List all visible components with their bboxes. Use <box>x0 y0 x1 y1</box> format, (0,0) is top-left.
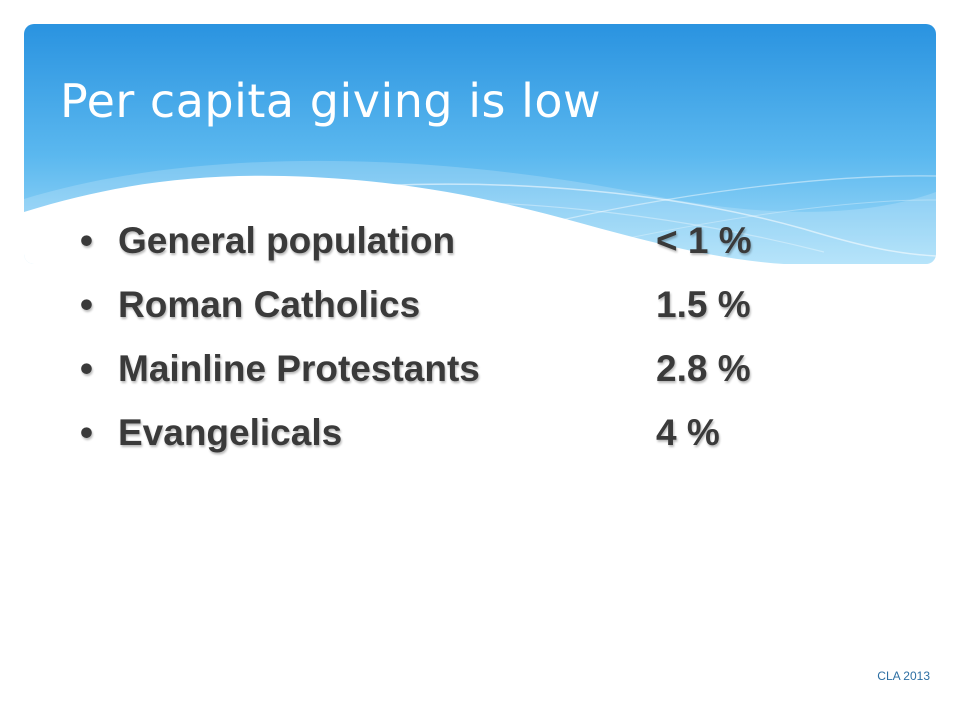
page-title: Per capita giving is low <box>60 74 602 128</box>
item-value: 1.5 % <box>656 284 751 325</box>
item-value: 4 % <box>656 412 720 453</box>
header-wave-graphic <box>24 24 936 264</box>
item-value: < 1 % <box>656 220 752 261</box>
list-item: • Evangelicals 4 % <box>80 406 840 470</box>
header-band <box>24 24 936 264</box>
item-label: General population <box>118 220 456 261</box>
bullet-icon: • <box>80 284 93 325</box>
item-label: Evangelicals <box>118 412 343 453</box>
list-item: • Roman Catholics 1.5 % <box>80 278 840 342</box>
list-item: • General population < 1 % <box>80 214 840 278</box>
bullet-icon: • <box>80 348 93 389</box>
bullet-list: • General population < 1 % • Roman Catho… <box>80 214 840 470</box>
item-value: 2.8 % <box>656 348 751 389</box>
bullet-icon: • <box>80 412 93 453</box>
bullet-icon: • <box>80 220 93 261</box>
item-label: Roman Catholics <box>118 284 421 325</box>
list-item: • Mainline Protestants 2.8 % <box>80 342 840 406</box>
item-label: Mainline Protestants <box>118 348 480 389</box>
footer-credit: CLA 2013 <box>877 669 930 683</box>
